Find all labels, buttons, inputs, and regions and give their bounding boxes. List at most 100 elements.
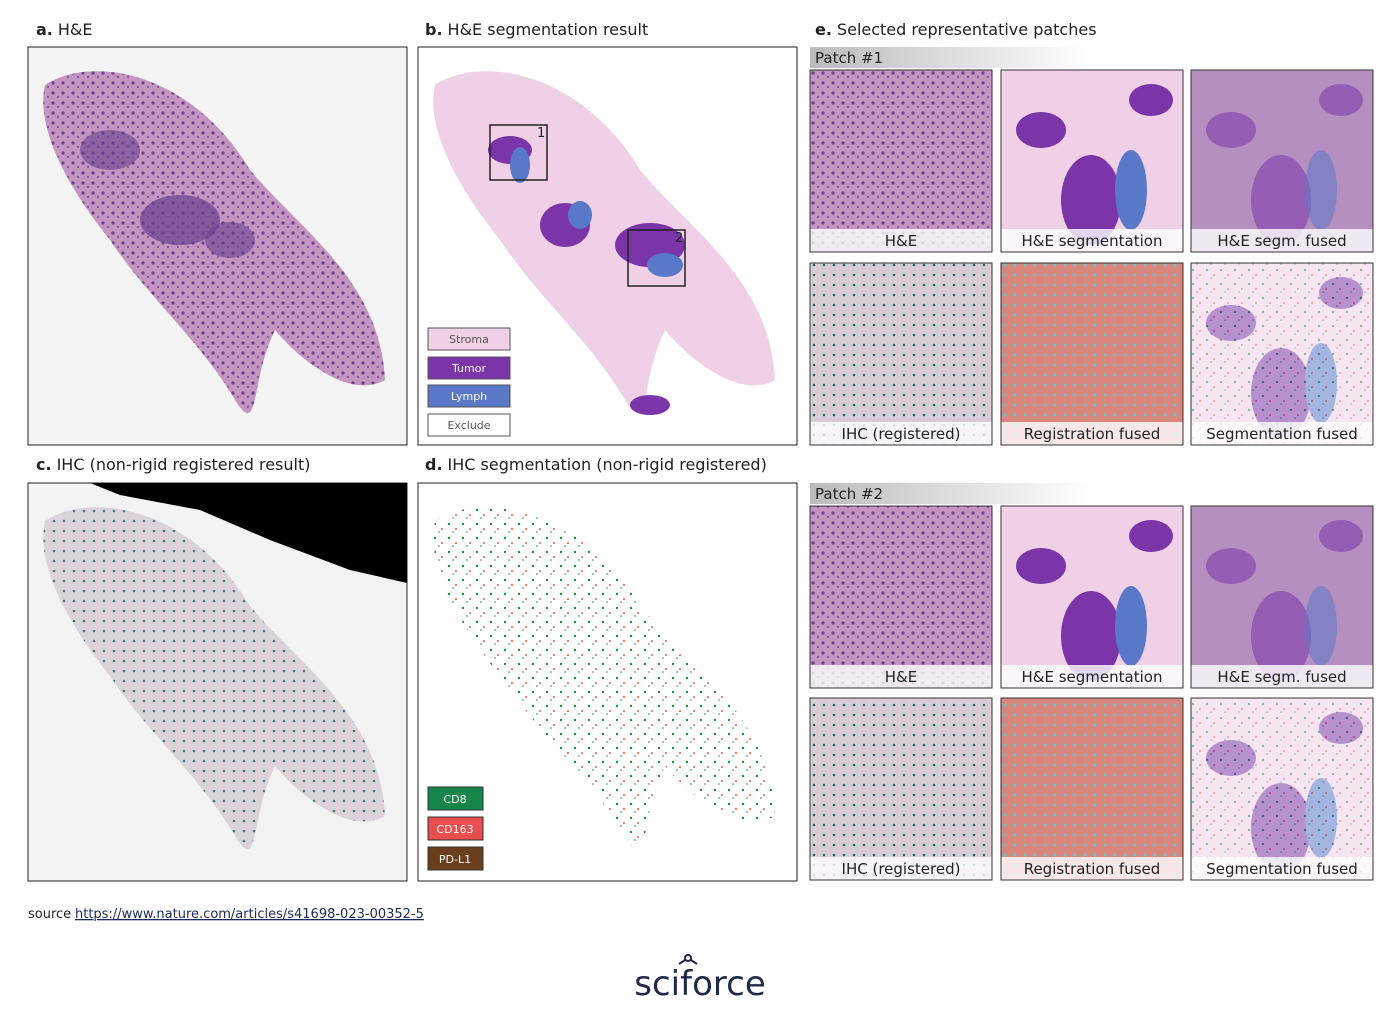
patch-border	[1000, 505, 1184, 689]
patch-bg	[1001, 263, 1183, 445]
patch-image: Segmentation fused	[1190, 262, 1374, 446]
patch-caption: IHC (registered)	[842, 860, 961, 878]
patch-image: H&E segm. fused	[1190, 69, 1374, 253]
patch-image: Registration fused	[1000, 262, 1184, 446]
panel-name: IHC segmentation (non-rigid registered)	[448, 455, 767, 474]
patch-image: H&E	[809, 69, 993, 253]
patches: Patch #1 H&E H&E segmentation H&E segm. fus…	[809, 47, 1374, 881]
patch-title: Patch #2	[815, 485, 883, 503]
patch-caption: Registration fused	[1024, 425, 1161, 443]
tumor-region	[1061, 155, 1121, 245]
source-label: source	[28, 907, 71, 922]
patch-caption: H&E	[885, 668, 917, 686]
tumor-region	[1319, 520, 1363, 552]
patch-caption: Registration fused	[1024, 860, 1161, 878]
caption-band	[1001, 422, 1183, 445]
tumor-region	[1206, 112, 1256, 148]
logo: sciforce	[634, 954, 766, 1004]
tumor-region	[1016, 112, 1066, 148]
patch-image: Registration fused	[1000, 697, 1184, 881]
patch-caption: H&E segmentation	[1022, 232, 1163, 250]
lymph-region	[1305, 150, 1337, 230]
panel-label: d.	[425, 455, 443, 474]
lymph-region	[1115, 586, 1147, 666]
patch-image: H&E	[809, 505, 993, 689]
legend-label: CD8	[443, 793, 466, 806]
patch-image: H&E segmentation	[1000, 69, 1184, 253]
caption-band	[1001, 665, 1183, 688]
patch-bg	[810, 70, 992, 252]
panel-title: a. H&E	[36, 20, 93, 39]
patch-title: Patch #1	[815, 49, 883, 67]
patch-border	[809, 697, 993, 881]
caption-band	[1191, 857, 1373, 880]
caption-band	[810, 665, 992, 688]
tumor-region	[1319, 84, 1363, 116]
ihc-legend: CD8 CD163 PD-L1	[427, 786, 484, 871]
patch-border	[809, 505, 993, 689]
tumor-region	[1129, 84, 1173, 116]
tumor-region	[1251, 155, 1311, 245]
patch-caption: H&E	[885, 232, 917, 250]
panel-title: c. IHC (non-rigid registered result)	[36, 455, 310, 474]
legend-label: Tumor	[451, 362, 486, 375]
logo-text: sciforce	[634, 964, 765, 1004]
caption-band	[810, 422, 992, 445]
patch-border	[809, 69, 993, 253]
patch-border	[1000, 697, 1184, 881]
patch-bg	[810, 698, 992, 880]
patch-border	[1000, 69, 1184, 253]
patch-border	[1000, 262, 1184, 446]
patch-image: IHC (registered)	[809, 262, 993, 446]
panel-label: a.	[36, 20, 53, 39]
caption-band	[1191, 229, 1373, 252]
tumor-region	[1061, 591, 1121, 681]
cell-overlay	[1191, 263, 1373, 445]
patch-bg	[810, 506, 992, 688]
patch-bg	[810, 263, 992, 445]
patch-border	[1190, 697, 1374, 881]
he-segmentation	[417, 46, 798, 446]
he-image	[27, 46, 408, 446]
legend-label: Stroma	[449, 333, 489, 346]
region-label: 1	[537, 126, 545, 141]
tumor-region	[1016, 548, 1066, 584]
source-link[interactable]: https://www.nature.com/articles/s41698-0…	[75, 907, 424, 922]
caption-band	[1001, 857, 1183, 880]
ihc-image	[27, 482, 408, 882]
panel-title: d. IHC segmentation (non-rigid registered…	[425, 455, 767, 474]
panel-name: H&E	[58, 20, 93, 39]
panel-label: c.	[36, 455, 52, 474]
patch-caption: H&E segm. fused	[1217, 232, 1346, 250]
legend-label: Lymph	[451, 390, 487, 403]
tumor-region	[1206, 548, 1256, 584]
legend-label: CD163	[436, 823, 473, 836]
panel-name: Selected representative patches	[837, 20, 1097, 39]
panel-name: IHC (non-rigid registered result)	[57, 455, 311, 474]
segmentation-legend: Stroma Tumor Lymph Exclude	[427, 327, 511, 437]
patch-border	[1190, 69, 1374, 253]
legend-label: PD-L1	[439, 853, 471, 866]
patch-caption: H&E segm. fused	[1217, 668, 1346, 686]
region-label: 2	[675, 231, 683, 246]
patch-bg	[1001, 698, 1183, 880]
panel-name: H&E segmentation result	[448, 20, 649, 39]
caption-band	[1191, 665, 1373, 688]
tumor-region	[1129, 520, 1173, 552]
tumor-region	[1251, 591, 1311, 681]
patch-caption: IHC (registered)	[842, 425, 961, 443]
lymph-region	[1305, 586, 1337, 666]
cell-overlay	[1191, 698, 1373, 880]
patch-image: H&E segm. fused	[1190, 505, 1374, 689]
caption-band	[1001, 229, 1183, 252]
patch-caption: Segmentation fused	[1206, 860, 1358, 878]
patch-border	[1190, 262, 1374, 446]
lymph-region	[1115, 150, 1147, 230]
patch-header	[810, 483, 1090, 504]
caption-band	[1191, 422, 1373, 445]
panel-label: b.	[425, 20, 443, 39]
patch-image: IHC (registered)	[809, 697, 993, 881]
panel-title: e. Selected representative patches	[815, 20, 1097, 39]
patch-border	[809, 262, 993, 446]
